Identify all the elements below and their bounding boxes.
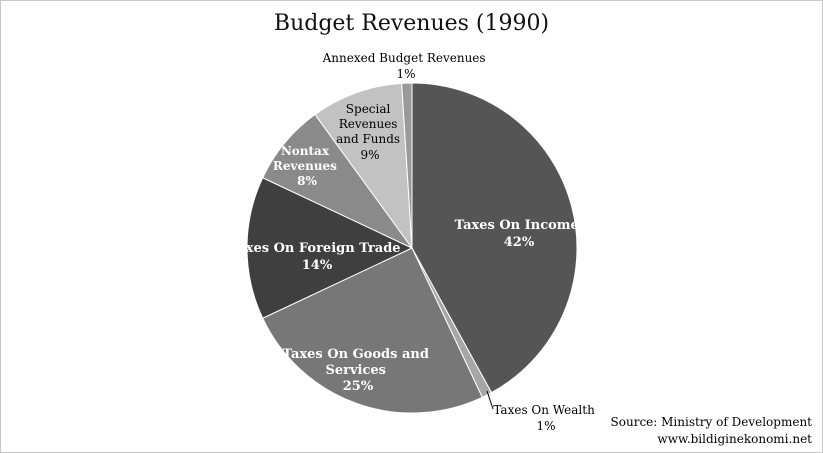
label-taxes-on-income: Taxes On Income 42% — [455, 218, 584, 250]
pie-slice-taxes-on-goods-and-services — [262, 247, 483, 414]
pie-slice-special-revenues-and-funds — [314, 82, 413, 250]
chart-title: Budget Revenues (1990) — [273, 11, 550, 36]
label-special-revenues-and-funds: Special Revenues and Funds 9% — [336, 102, 404, 162]
label-taxes-on-goods-and-services: Taxes On Goods and Services 25% — [283, 347, 434, 394]
pie-slice-taxes-on-foreign-trade — [246, 177, 414, 319]
source-website: www.bildiginekonomi.net — [657, 432, 812, 446]
leader-line-taxes-on-wealth — [486, 390, 494, 410]
pie-slice-annexed-budget-revenues — [401, 82, 413, 249]
source-line: Source: Ministry of Development — [610, 415, 812, 429]
label-taxes-on-wealth: Taxes On Wealth 1% — [493, 403, 598, 433]
pie-slice-taxes-on-income — [411, 82, 578, 394]
label-nontax-revenues: Nontax Revenues 8% — [273, 144, 341, 188]
label-taxes-on-foreign-trade: Taxes On Foreign Trade 14% — [229, 241, 405, 273]
label-annexed-budget-revenues: Annexed Budget Revenues 1% — [322, 51, 490, 81]
